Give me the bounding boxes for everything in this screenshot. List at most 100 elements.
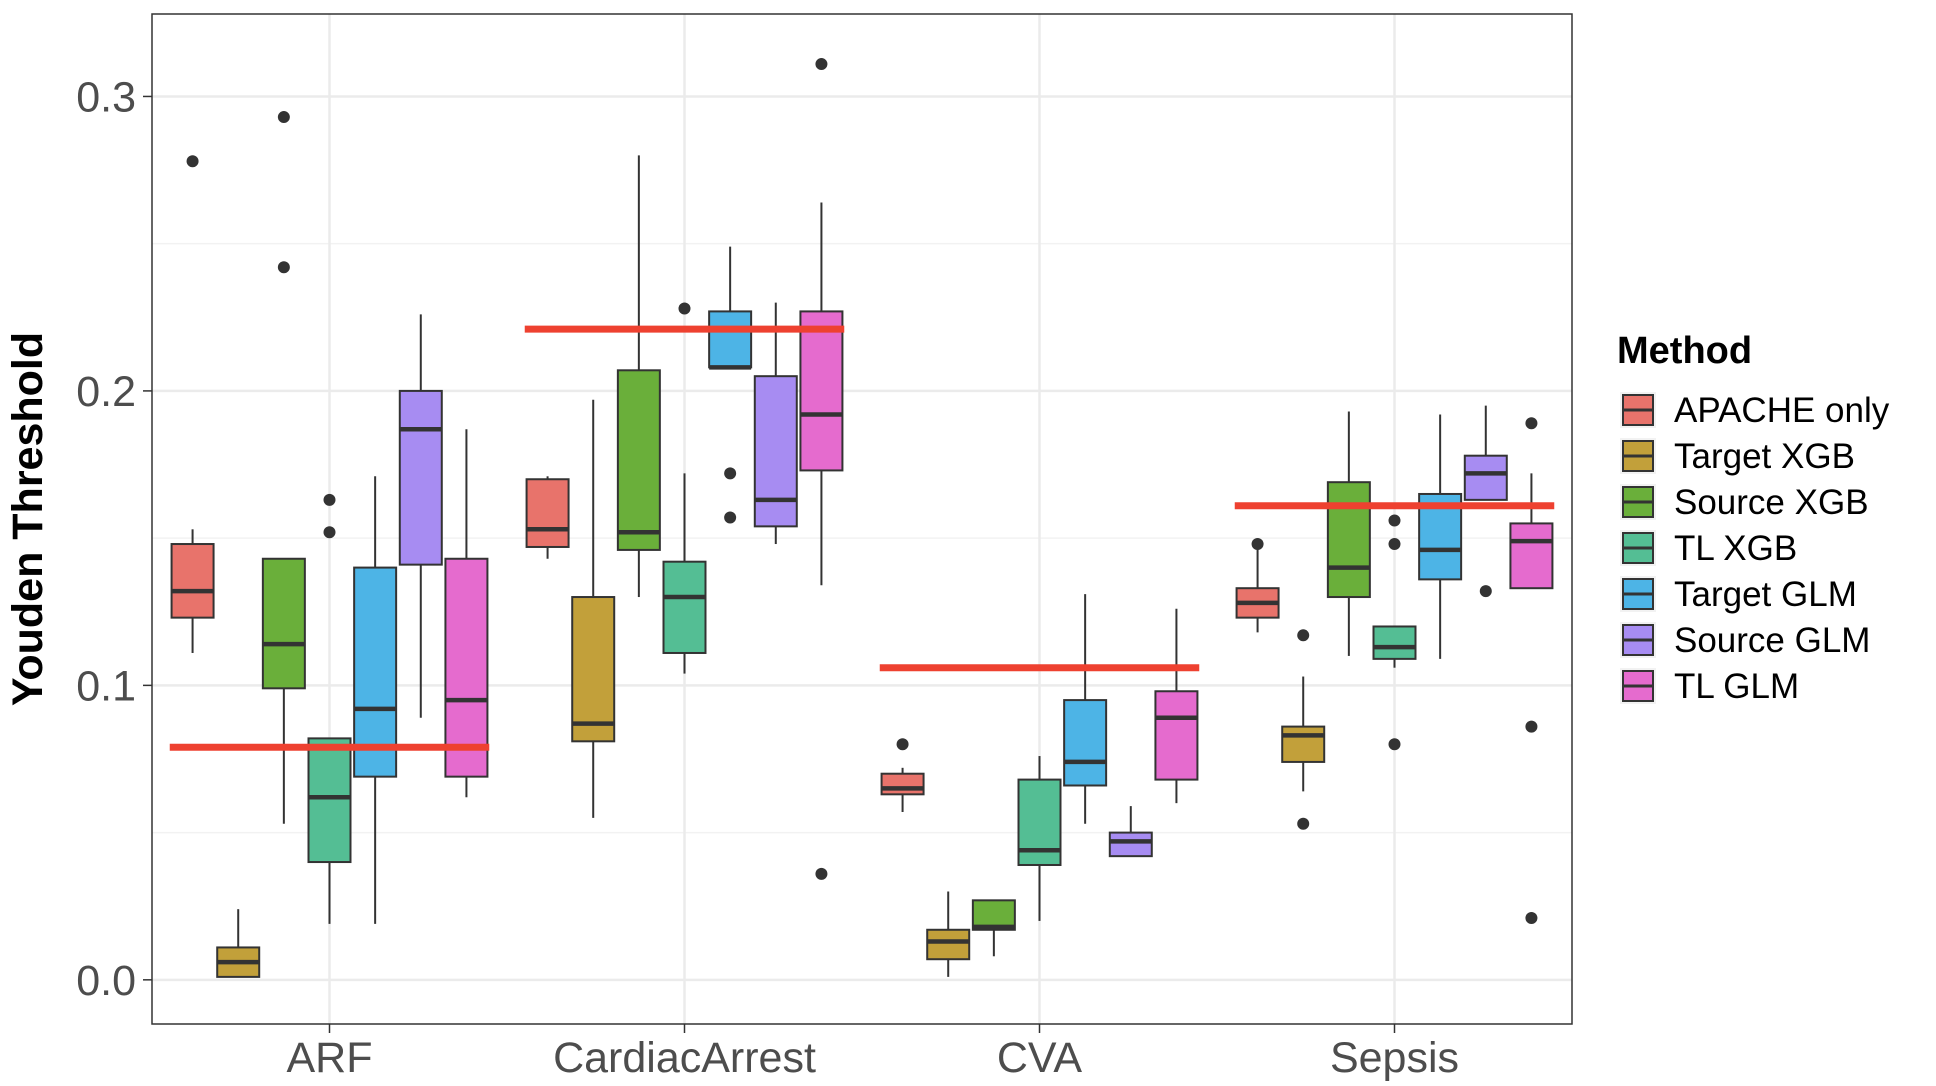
legend-items: APACHE only Target XGB Source XGB TL XGB Tar…	[1620, 391, 1890, 706]
box-target-glm-cva	[1063, 594, 1108, 824]
x-axis: ARF CardiacArrest CVA Sepsis	[287, 1024, 1459, 1082]
box-source-glm-cardiacarrest	[753, 302, 798, 545]
box-iqr	[444, 557, 489, 778]
outlier-point	[815, 867, 828, 880]
box-iqr	[1281, 725, 1326, 763]
panel-border	[151, 13, 1573, 1025]
box-iqr	[170, 543, 215, 619]
outlier-point	[323, 493, 336, 506]
x-tick-label: CardiacArrest	[553, 1034, 816, 1082]
box-iqr	[571, 596, 616, 743]
box-tl-xgb-cardiacarrest	[662, 302, 707, 674]
outlier-point	[724, 467, 737, 480]
box-tl-xgb-cva	[1017, 756, 1062, 921]
outlier-point	[1297, 817, 1310, 830]
box-tl-glm-cva	[1154, 608, 1199, 804]
box-tl-glm-arf	[444, 429, 489, 798]
box-tl-glm-sepsis	[1509, 417, 1554, 924]
outlier-point	[1251, 538, 1264, 551]
legend-label: TL XGB	[1674, 529, 1797, 568]
box-iqr	[353, 566, 398, 778]
legend-item: Target GLM	[1620, 575, 1857, 614]
x-tick-label: Sepsis	[1330, 1034, 1459, 1082]
box-iqr	[708, 310, 753, 369]
box-iqr	[799, 310, 844, 472]
box-apache-only-sepsis	[1235, 538, 1280, 633]
x-tick-label: ARF	[287, 1034, 373, 1082]
box-tl-xgb-arf	[307, 493, 352, 924]
legend-label: Target GLM	[1674, 575, 1857, 614]
outlier-point	[277, 111, 290, 124]
outlier-point	[186, 155, 199, 168]
legend-item: Target XGB	[1620, 437, 1855, 476]
box-iqr	[1326, 481, 1371, 599]
box-iqr	[307, 737, 352, 864]
box-source-glm-cva	[1108, 806, 1153, 858]
boxes-layer	[170, 58, 1554, 978]
box-apache-only-cardiacarrest	[525, 476, 570, 559]
box-iqr	[880, 772, 925, 796]
legend-label: Target XGB	[1674, 437, 1855, 476]
y-tick-label: 0.0	[76, 957, 136, 1005]
box-apache-only-cva	[880, 738, 925, 812]
outlier-point	[1525, 417, 1538, 430]
box-iqr	[1509, 522, 1554, 590]
outlier-point	[323, 526, 336, 539]
box-tl-glm-cardiacarrest	[799, 58, 844, 880]
outlier-point	[1525, 720, 1538, 733]
box-target-glm-sepsis	[1418, 414, 1463, 659]
box-iqr	[1108, 831, 1153, 858]
y-tick-label: 0.3	[76, 73, 136, 121]
box-target-xgb-cva	[926, 891, 971, 977]
legend-label: APACHE only	[1674, 391, 1890, 430]
box-iqr	[1372, 625, 1417, 660]
box-tl-xgb-sepsis	[1372, 514, 1417, 751]
box-source-xgb-arf	[261, 111, 306, 824]
outlier-point	[1525, 911, 1538, 924]
outlier-point	[724, 511, 737, 524]
y-axis-label: Youden Threshold	[4, 332, 52, 706]
box-iqr	[525, 478, 570, 548]
outlier-point	[678, 302, 691, 315]
box-iqr	[398, 389, 443, 566]
outlier-point	[815, 58, 828, 71]
legend-item: TL GLM	[1620, 667, 1799, 706]
box-iqr	[1063, 699, 1108, 787]
outlier-point	[1388, 514, 1401, 527]
legend: Method APACHE only Target XGB Source XGB TL…	[1617, 330, 1890, 706]
legend-item: Source GLM	[1620, 621, 1870, 660]
box-source-xgb-sepsis	[1326, 411, 1371, 656]
box-target-xgb-arf	[216, 909, 261, 978]
box-iqr	[662, 560, 707, 654]
outlier-point	[896, 738, 909, 751]
box-target-xgb-sepsis	[1281, 629, 1326, 830]
box-target-glm-cardiacarrest	[708, 246, 753, 524]
box-iqr	[926, 928, 971, 961]
outlier-point	[1388, 738, 1401, 751]
box-target-glm-arf	[353, 476, 398, 924]
reference-lines	[169, 325, 1555, 751]
y-tick-label: 0.2	[76, 368, 136, 416]
box-iqr	[753, 375, 798, 528]
y-tick-label: 0.1	[76, 662, 136, 710]
box-source-glm-sepsis	[1463, 405, 1508, 598]
box-iqr	[1154, 690, 1199, 781]
box-source-glm-arf	[398, 314, 443, 718]
x-tick-label: CVA	[997, 1034, 1083, 1082]
box-iqr	[1463, 454, 1508, 501]
outlier-point	[277, 261, 290, 274]
box-apache-only-arf	[170, 155, 215, 653]
box-source-xgb-cva	[971, 899, 1016, 957]
legend-label: Source GLM	[1674, 621, 1870, 660]
legend-label: TL GLM	[1674, 667, 1799, 706]
box-iqr	[261, 557, 306, 690]
box-target-xgb-cardiacarrest	[571, 399, 616, 818]
outlier-point	[1297, 629, 1310, 642]
legend-title: Method	[1617, 330, 1752, 372]
box-iqr	[616, 369, 661, 551]
legend-item: APACHE only	[1620, 391, 1890, 430]
y-axis: 0.0 0.1 0.2 0.3	[76, 73, 152, 1005]
legend-item: Source XGB	[1620, 483, 1869, 522]
outlier-point	[1479, 585, 1492, 598]
